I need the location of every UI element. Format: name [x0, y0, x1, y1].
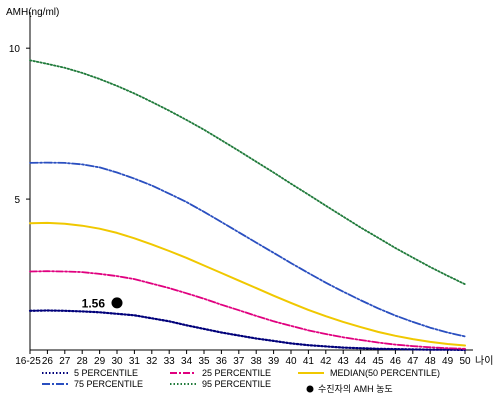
legend-patient-dot [306, 385, 314, 393]
legend-label: MEDIAN(50 PERCENTILE) [330, 368, 440, 378]
legend-label: 5 PERCENTILE [74, 368, 138, 378]
series-line-4 [29, 161, 466, 338]
series-line-5 [29, 59, 466, 286]
x-tick-label: 36 [216, 356, 228, 367]
x-tick-label: 38 [251, 356, 263, 367]
x-tick-label: 26 [42, 356, 54, 367]
y-axis-label: AMH(ng/ml) [6, 7, 59, 18]
x-tick-label: 50 [459, 356, 471, 367]
series-line-3 [29, 221, 466, 347]
x-tick-label: 49 [442, 356, 454, 367]
legend-label: 75 PERCENTILE [74, 379, 143, 389]
x-tick-label: 39 [268, 356, 280, 367]
patient-amh-point [111, 297, 123, 309]
series-line-1 [28, 309, 467, 352]
x-tick-label: 40 [285, 356, 297, 367]
x-tick-label: 41 [303, 356, 315, 367]
annotation-layer: 1.56 [82, 296, 123, 310]
x-tick-label: 46 [390, 356, 402, 367]
axes: AMH(ng/ml) 5 10 16-25 26 27 28 29 30 31 32 33 34 35 36… [6, 7, 493, 367]
series-layer [28, 59, 467, 352]
x-tick-label: 37 [233, 356, 245, 367]
legend-label: 25 PERCENTILE [202, 368, 271, 378]
x-tick-label: 42 [320, 356, 332, 367]
x-axis-label: 나이 [475, 355, 493, 367]
x-tick-label: 44 [355, 356, 367, 367]
x-tick-label: 47 [407, 356, 419, 367]
series-line-2 [29, 270, 466, 350]
legend-label: 95 PERCENTILE [202, 379, 271, 389]
legend: 5 PERCENTILE 25 PERCENTILE MEDIAN(50 PERCE… [42, 368, 440, 394]
x-tick-label: 28 [77, 356, 89, 367]
x-tick-label: 29 [94, 356, 106, 367]
patient-amh-value: 1.56 [82, 296, 106, 310]
x-tick-label: 45 [372, 356, 384, 367]
x-tick-label: 34 [181, 356, 193, 367]
x-tick-label: 48 [425, 356, 437, 367]
x-tick-label: 16-25 [15, 356, 41, 367]
x-tick-label: 31 [129, 356, 141, 367]
x-tick-label: 33 [164, 356, 176, 367]
legend-patient-label: 수진자의 AMH 농도 [318, 384, 393, 394]
y-tick-label: 5 [14, 195, 20, 206]
x-tick-label: 32 [146, 356, 158, 367]
x-tick-label: 30 [111, 356, 123, 367]
x-tick-label: 43 [338, 356, 350, 367]
x-tick-label: 27 [59, 356, 71, 367]
y-tick-label: 10 [9, 44, 21, 55]
x-tick-label: 35 [198, 356, 210, 367]
